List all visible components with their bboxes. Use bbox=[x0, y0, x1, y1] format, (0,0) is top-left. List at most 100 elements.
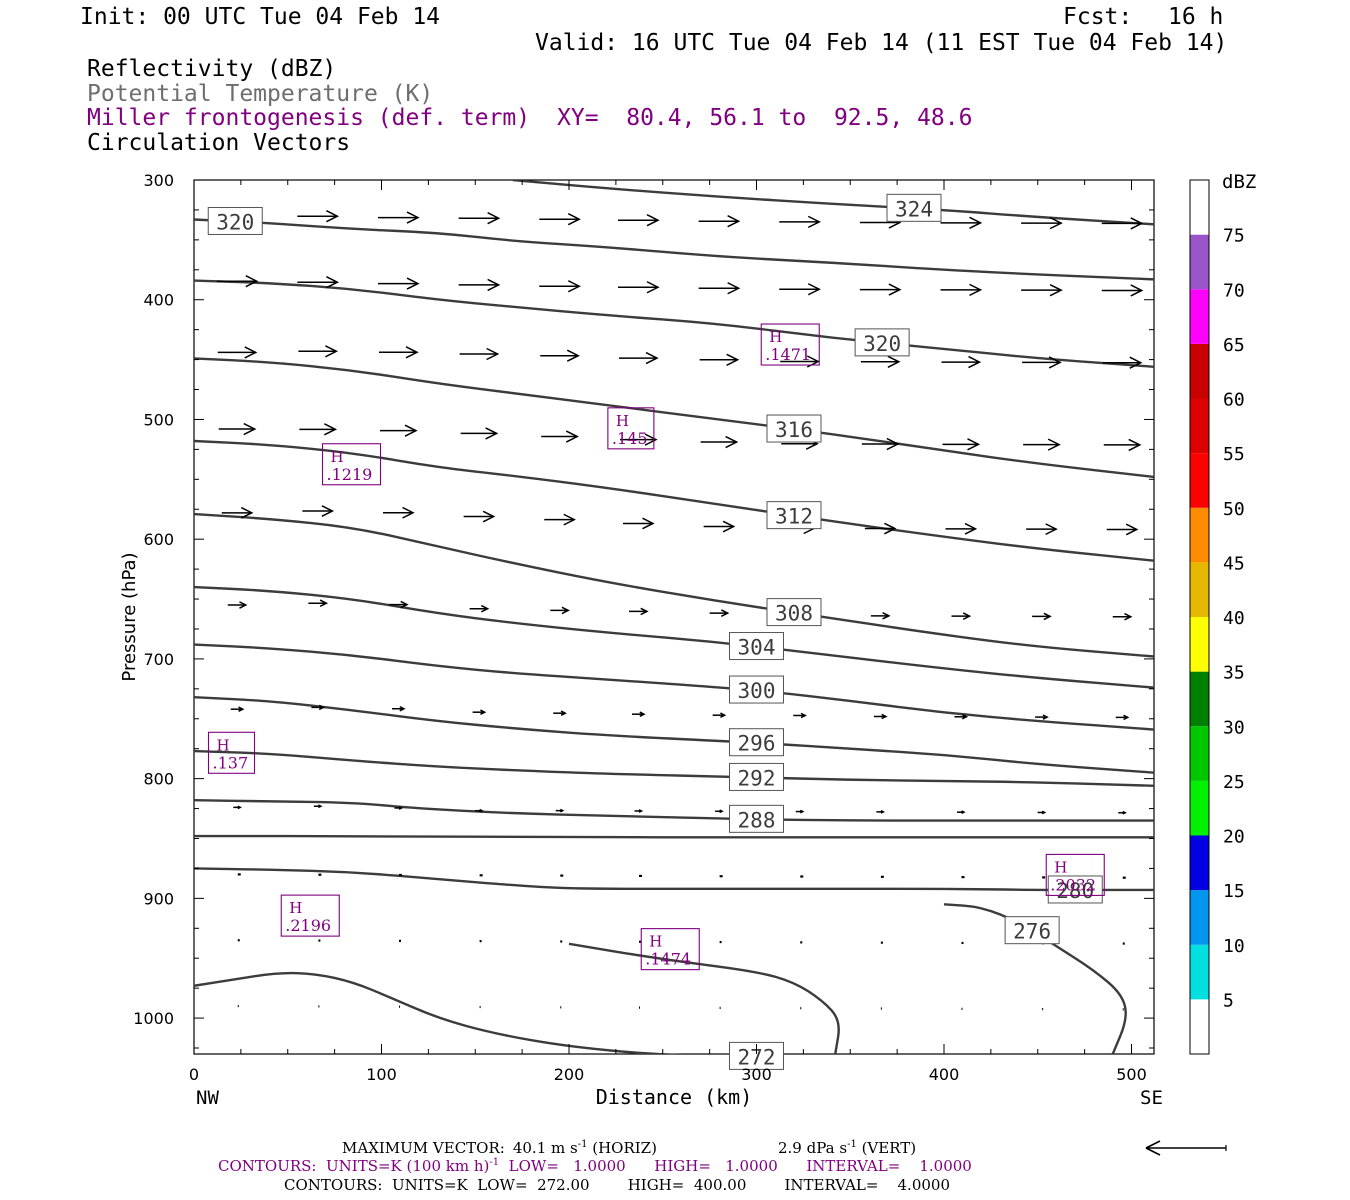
circulation-vector bbox=[779, 215, 821, 229]
theta-label-316-12: 316 bbox=[766, 414, 822, 443]
circulation-vector bbox=[297, 210, 340, 223]
circulation-vector bbox=[793, 712, 807, 719]
theta-contour-320-13 bbox=[194, 279, 1154, 368]
circulation-vector bbox=[1023, 438, 1061, 451]
colorbar-label: 30 bbox=[1223, 717, 1245, 738]
field-frontogenesis: Miller frontogenesis (def. term) bbox=[87, 105, 531, 131]
circulation-vector bbox=[700, 435, 739, 449]
circulation-vector bbox=[779, 283, 821, 296]
theta-label-304-9: 304 bbox=[729, 632, 784, 661]
theta-contour-284-4 bbox=[194, 834, 1154, 839]
colorbar-title: dBZ bbox=[1222, 171, 1256, 193]
circulation-vector bbox=[1026, 523, 1058, 536]
circulation-vector bbox=[619, 351, 659, 365]
circulation-vector bbox=[698, 282, 741, 295]
theta-label-292-6: 292 bbox=[729, 762, 784, 791]
circulation-vector bbox=[458, 212, 501, 225]
circulation-vector bbox=[1032, 612, 1052, 621]
valid-time: Valid: 16 UTC Tue 04 Feb 14 (11 EST Tue … bbox=[535, 30, 1228, 56]
theta-contour-308-10 bbox=[194, 512, 1154, 658]
svg-text:H: H bbox=[649, 933, 662, 951]
circulation-vector bbox=[233, 805, 242, 810]
frontogenesis-max-3: H.145 bbox=[607, 407, 655, 450]
circulation-vector bbox=[221, 506, 254, 519]
y-tick-label: 700 bbox=[143, 650, 174, 669]
svg-text:.1219: .1219 bbox=[327, 465, 373, 484]
circulation-vector bbox=[230, 706, 245, 712]
theta-label-320-14: 320 bbox=[207, 206, 263, 235]
theta-contour-272-1 bbox=[568, 942, 840, 1054]
colorbar-swatch bbox=[1190, 507, 1209, 563]
circulation-vector bbox=[859, 283, 902, 296]
colorbar-swatch bbox=[1190, 726, 1209, 781]
colorbar-swatch bbox=[1190, 398, 1209, 454]
svg-text:280: 280 bbox=[1056, 879, 1094, 903]
circulation-vector bbox=[1112, 612, 1133, 621]
svg-text:H: H bbox=[616, 412, 629, 430]
circulation-vector bbox=[951, 612, 972, 620]
circulation-vector bbox=[475, 808, 484, 813]
circulation-vector bbox=[380, 424, 418, 437]
field-reflectivity: Reflectivity (dBZ) bbox=[87, 56, 337, 82]
field-vectors: Circulation Vectors bbox=[87, 130, 351, 156]
circulation-vector bbox=[941, 355, 982, 369]
colorbar-label: 70 bbox=[1223, 280, 1245, 301]
circulation-vector bbox=[634, 809, 644, 813]
fronto-contour-info: CONTOURS: UNITS=K (100 km h)-1 LOW= 1.00… bbox=[218, 1157, 972, 1175]
circulation-vector bbox=[942, 438, 981, 451]
forecast-label: Fcst: bbox=[1063, 4, 1133, 30]
svg-text:H: H bbox=[217, 736, 230, 754]
circulation-vector bbox=[217, 346, 258, 359]
circulation-vector bbox=[539, 280, 581, 293]
circulation-vector bbox=[795, 809, 805, 814]
colorbar-label: 60 bbox=[1223, 390, 1245, 411]
x-tick-label: 0 bbox=[189, 1065, 199, 1084]
colorbar-swatch bbox=[1190, 780, 1209, 836]
svg-text:292: 292 bbox=[738, 766, 776, 790]
circulation-vector bbox=[302, 505, 335, 517]
circulation-vector bbox=[383, 506, 415, 519]
circulation-vector bbox=[954, 714, 969, 720]
circulation-vector bbox=[459, 347, 500, 361]
circulation-vector bbox=[392, 705, 406, 712]
circulation-vector bbox=[618, 281, 660, 294]
circulation-vector bbox=[870, 612, 891, 620]
theta-contour-272-0 bbox=[194, 971, 685, 1054]
theta-contour-304-9 bbox=[194, 585, 1154, 689]
circulation-vector bbox=[544, 513, 576, 526]
theta-contour-296-7 bbox=[194, 696, 1154, 774]
circulation-vector bbox=[945, 522, 978, 535]
colorbar-label: 20 bbox=[1223, 827, 1245, 848]
theta-contour-280-3 bbox=[194, 867, 1154, 892]
theta-label-288-5: 288 bbox=[729, 804, 784, 833]
circulation-vector bbox=[698, 215, 741, 228]
circulation-vector bbox=[1101, 284, 1144, 297]
circulation-vector bbox=[1037, 810, 1047, 815]
colorbar-label: 15 bbox=[1223, 881, 1245, 902]
max-vector-vert: 2.9 dPa s-1 (VERT) bbox=[778, 1139, 916, 1157]
circulation-vector bbox=[709, 609, 730, 617]
svg-text:296: 296 bbox=[738, 732, 776, 756]
theta-label-320-13: 320 bbox=[854, 328, 910, 357]
circulation-vector bbox=[539, 213, 581, 226]
frontogenesis-max-0: H.137 bbox=[207, 731, 256, 774]
svg-text:H: H bbox=[769, 328, 782, 346]
circulation-vector bbox=[1022, 356, 1062, 369]
colorbar-label: 35 bbox=[1223, 663, 1245, 684]
colorbar-swatch bbox=[1190, 671, 1209, 727]
theta-contour-312-11 bbox=[194, 439, 1154, 562]
colorbar-swatch bbox=[1190, 234, 1209, 290]
circulation-vector bbox=[216, 275, 259, 288]
circulation-vector bbox=[472, 709, 487, 715]
svg-text:320: 320 bbox=[863, 332, 901, 356]
frontogenesis-max-5: H.1474 bbox=[640, 928, 700, 971]
theta-contour-288-5 bbox=[194, 798, 1154, 822]
circulation-vector bbox=[550, 606, 570, 615]
circulation-vector bbox=[629, 607, 649, 616]
circulation-vector bbox=[620, 433, 658, 446]
svg-text:304: 304 bbox=[738, 636, 776, 660]
colorbar-swatch bbox=[1190, 999, 1209, 1054]
circulation-vector bbox=[460, 427, 499, 440]
svg-text:.2196: .2196 bbox=[285, 916, 331, 935]
